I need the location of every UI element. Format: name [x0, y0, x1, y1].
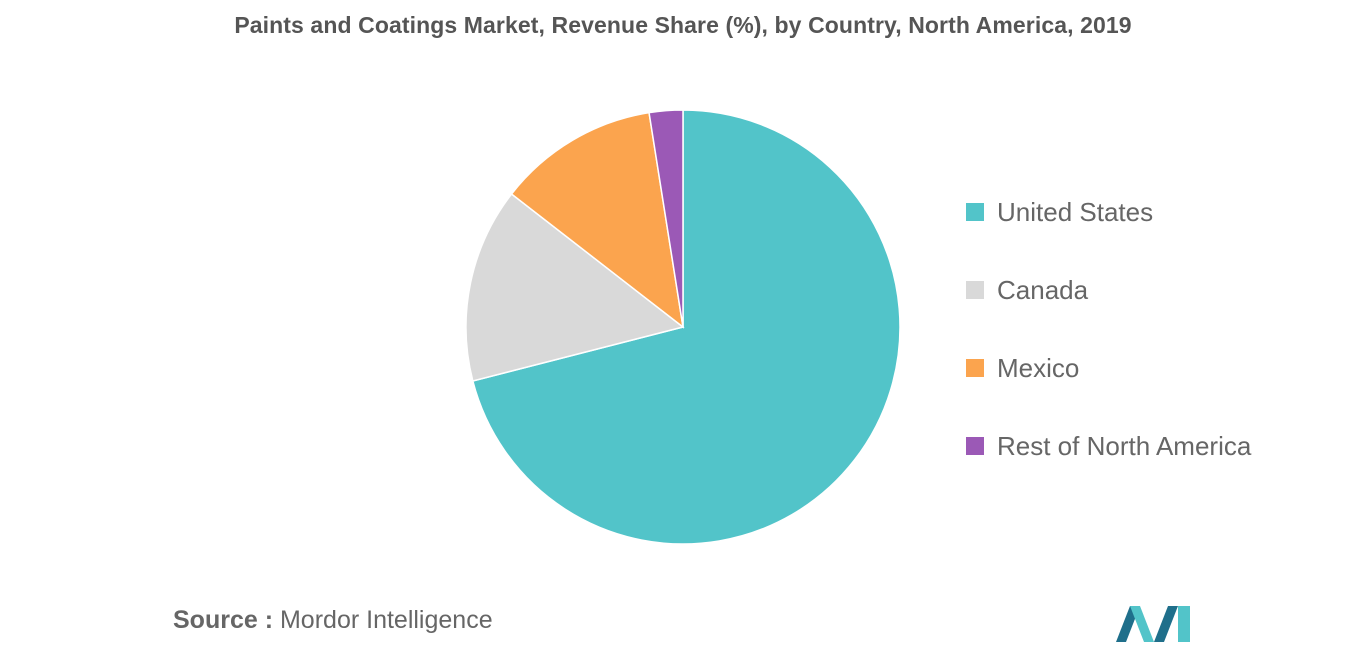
legend-swatch: [966, 437, 984, 455]
legend-swatch: [966, 281, 984, 299]
pie-slice-mexico: [510, 111, 685, 329]
legend-item-united-states: United States: [966, 194, 1251, 230]
source-text: Mordor Intelligence: [279, 606, 493, 634]
legend-swatch: [966, 359, 984, 377]
legend-item-canada: Canada: [966, 272, 1251, 308]
mordor-intelligence-logo-icon: [1116, 606, 1190, 642]
legend-label: United States: [997, 196, 1154, 227]
pie-slice-canada: [465, 192, 685, 382]
legend-label: Mexico: [997, 352, 1080, 383]
legend-item-rest-of-north-america: Rest of North America: [966, 428, 1251, 464]
source-note: Source : Mordor Intelligence: [173, 606, 493, 635]
legend: United States Canada Mexico Rest of North A…: [966, 194, 1251, 506]
source-label: Source :: [173, 606, 274, 634]
legend-swatch: [966, 203, 984, 221]
legend-item-mexico: Mexico: [966, 350, 1251, 386]
pie-slice-rest-of-north-america: [648, 109, 684, 328]
legend-label: Rest of North America: [997, 430, 1252, 461]
pie-slice-united-states: [471, 109, 901, 545]
legend-label: Canada: [997, 274, 1089, 305]
chart-title: Paints and Coatings Market, Revenue Shar…: [234, 12, 1132, 38]
